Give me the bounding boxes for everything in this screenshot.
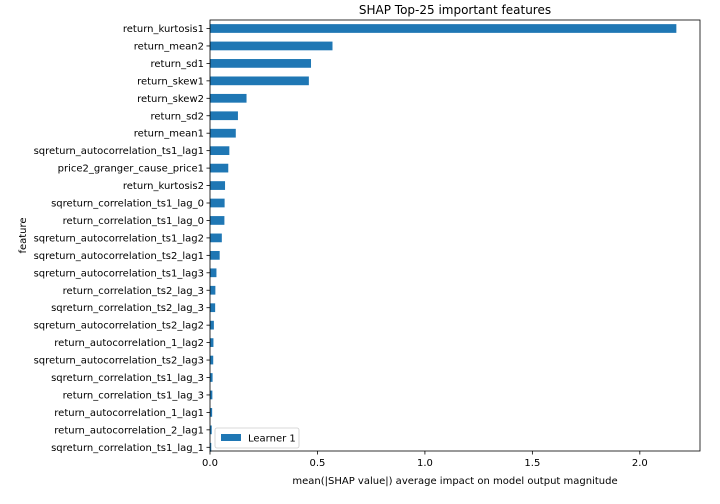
legend-swatch: [221, 434, 241, 441]
bar: [210, 355, 214, 365]
bar: [210, 111, 238, 121]
y-tick-label: return_autocorrelation_1_lag1: [54, 408, 204, 419]
y-ticks-group: return_kurtosis1 return_mean2 return_sd1re…: [34, 24, 210, 454]
y-tick-label: return_skew1: [137, 76, 204, 87]
bar: [210, 373, 213, 382]
x-tick-label: 0.5: [310, 458, 326, 469]
y-tick-label: sqreturn_autocorrelation_ts1_lag1: [34, 146, 204, 157]
y-tick-label: sqreturn_autocorrelation_ts1_lag2: [34, 233, 204, 244]
y-tick-label: sqreturn_correlation_ts1_lag_0: [51, 199, 204, 210]
bars-group: [210, 24, 677, 452]
bar: [210, 93, 247, 103]
bar: [210, 285, 216, 295]
legend-label: Learner 1: [248, 434, 296, 445]
bar: [210, 163, 229, 173]
bar: [210, 338, 214, 347]
x-ticks-group: 0.0 0.5 1.0 1.5 2.0: [202, 451, 648, 469]
y-tick-label: return_autocorrelation_1_lag2: [54, 338, 204, 349]
y-tick-label: return_mean1: [134, 129, 204, 140]
bar: [210, 408, 213, 417]
y-tick-label: return_skew2: [137, 94, 204, 105]
bar: [210, 233, 222, 243]
y-tick-label: return_autocorrelation_2_lag1: [54, 425, 204, 436]
bar: [210, 320, 214, 330]
x-tick-label: 1.0: [417, 458, 433, 469]
y-tick-label: sqreturn_correlation_ts2_lag_3: [51, 303, 204, 314]
y-tick-label: sqreturn_autocorrelation_ts2_lag3: [34, 356, 204, 367]
y-tick-label: price2_granger_cause_price1: [58, 164, 204, 175]
y-tick-label: sqreturn_correlation_ts1_lag_3: [51, 373, 204, 384]
bar: [210, 250, 220, 260]
bar: [210, 41, 333, 51]
y-tick-label: return_kurtosis1: [123, 24, 204, 35]
bar: [210, 76, 309, 86]
bar: [210, 24, 677, 33]
bar: [210, 442, 212, 452]
y-tick-label: return_sd1: [151, 59, 205, 70]
legend-box: [214, 427, 300, 449]
y-tick-label: return_kurtosis2: [123, 181, 204, 192]
bar: [210, 303, 216, 313]
y-tick-label: sqreturn_autocorrelation_ts1_lag3: [34, 268, 204, 279]
bar: [210, 128, 236, 138]
x-tick-label: 2.0: [632, 458, 648, 469]
y-tick-label: sqreturn_autocorrelation_ts2_lag1: [34, 251, 204, 262]
y-tick-label: return_sd2: [151, 111, 205, 122]
y-tick-label: sqreturn_correlation_ts1_lag_1: [51, 443, 204, 454]
y-tick-label: sqreturn_autocorrelation_ts2_lag2: [34, 321, 204, 332]
bar: [210, 146, 230, 156]
x-tick-label: 1.5: [524, 458, 540, 469]
bar: [210, 390, 213, 400]
chart-title: SHAP Top-25 important features: [359, 3, 551, 17]
bar: [210, 181, 226, 190]
plot-frame: [209, 19, 701, 452]
y-tick-label: return_mean2: [134, 41, 204, 52]
bar: [210, 198, 225, 208]
y-axis-label: feature: [18, 217, 29, 253]
y-tick-label: return_correlation_ts1_lag_3: [63, 390, 204, 401]
legend: Learner 1: [214, 427, 300, 449]
bar: [210, 268, 217, 278]
y-tick-label: return_correlation_ts1_lag_0: [63, 216, 204, 227]
bar: [210, 59, 312, 68]
y-tick-label: return_correlation_ts2_lag_3: [63, 286, 204, 297]
bar: [210, 425, 212, 435]
x-tick-label: 0.0: [202, 458, 218, 469]
bar: [210, 216, 225, 225]
x-axis-label: mean(|SHAP value|) average impact on mod…: [292, 476, 617, 487]
